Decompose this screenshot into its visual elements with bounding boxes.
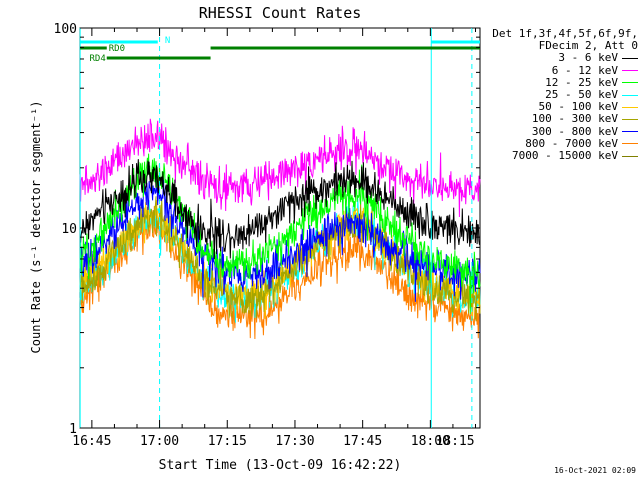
legend-entries: 3 - 6 keV 6 - 12 keV 12 - 25 keV 25 - 50 ke… — [482, 52, 638, 162]
legend-swatch — [622, 143, 638, 145]
series-line-2 — [79, 153, 481, 315]
flag-label-rd0: RD0 — [109, 44, 125, 54]
x-axis-label: Start Time (13-Oct-09 16:42:22) — [159, 458, 402, 473]
series-line-1 — [79, 118, 481, 218]
legend-entry-label: 6 - 12 keV — [551, 63, 618, 77]
legend-entry: 12 - 25 keV — [482, 75, 638, 89]
legend-swatch — [622, 106, 638, 108]
legend-entry: 100 - 300 keV — [482, 113, 638, 125]
x-tick-label-1: 17:00 — [140, 434, 179, 449]
legend-swatch — [622, 155, 638, 157]
legend-entry-label: 800 - 7000 keV — [525, 136, 618, 150]
x-tick-label-0: 16:45 — [72, 434, 111, 449]
y-tick-label-2: 100 — [54, 22, 77, 37]
series-line-7 — [79, 206, 481, 340]
legend-entry-label: 12 - 25 keV — [545, 75, 618, 89]
x-tick-label-5: 18:00 — [411, 434, 450, 449]
series-line-0 — [79, 159, 481, 260]
series-line-6 — [79, 176, 481, 302]
legend-swatch — [622, 94, 638, 96]
legend-swatch — [622, 82, 638, 84]
legend-entry-label: 7000 - 15000 keV — [512, 149, 618, 163]
footer-timestamp: 16-Oct-2021 02:09 — [554, 466, 636, 475]
legend-entry: 300 - 800 keV — [482, 124, 638, 138]
y-tick-label-0: 1 — [69, 422, 77, 437]
legend-entry: 7000 - 15000 keV — [482, 149, 638, 163]
y-axis-label: Count Rate (s⁻¹ detector segment⁻¹) — [29, 101, 43, 354]
legend-entry-label: 25 - 50 keV — [545, 88, 618, 102]
flag-label-rd4: RD4 — [89, 54, 105, 64]
legend-entry-label: 50 - 100 keV — [538, 100, 618, 114]
series-layer — [79, 118, 481, 340]
legend-swatch — [622, 131, 638, 133]
legend-entry-label: 100 - 300 keV — [531, 112, 618, 126]
legend-swatch — [622, 119, 638, 121]
legend: Det 1f,3f,4f,5f,6f,9f, FDecim 2, Att 0 3… — [482, 27, 638, 162]
legend-entry: 25 - 50 keV — [482, 88, 638, 102]
y-tick-label-1: 10 — [61, 222, 77, 237]
legend-entry: 50 - 100 keV — [482, 101, 638, 113]
x-tick-label-3: 17:30 — [275, 434, 314, 449]
legend-header-line-1: Det 1f,3f,4f,5f,6f,9f, — [492, 27, 638, 40]
legend-entry-label: 300 - 800 keV — [531, 124, 618, 138]
chart-title: RHESSI Count Rates — [199, 4, 362, 22]
legend-entry-label: 3 - 6 keV — [558, 51, 618, 65]
legend-swatch — [622, 58, 638, 59]
x-tick-label-2: 17:15 — [208, 434, 247, 449]
x-tick-label-4: 17:45 — [343, 434, 382, 449]
flag-label-n: N — [165, 36, 170, 46]
legend-entry: 3 - 6 keV — [482, 52, 638, 64]
legend-swatch — [622, 70, 638, 72]
legend-entry: 800 - 7000 keV — [482, 136, 638, 150]
x-tick-label-last: 18:15 — [435, 434, 474, 449]
legend-entry: 6 - 12 keV — [482, 63, 638, 77]
series-line-5 — [79, 196, 481, 322]
legend-header-line-2: FDecim 2, Att 0 — [538, 39, 638, 53]
